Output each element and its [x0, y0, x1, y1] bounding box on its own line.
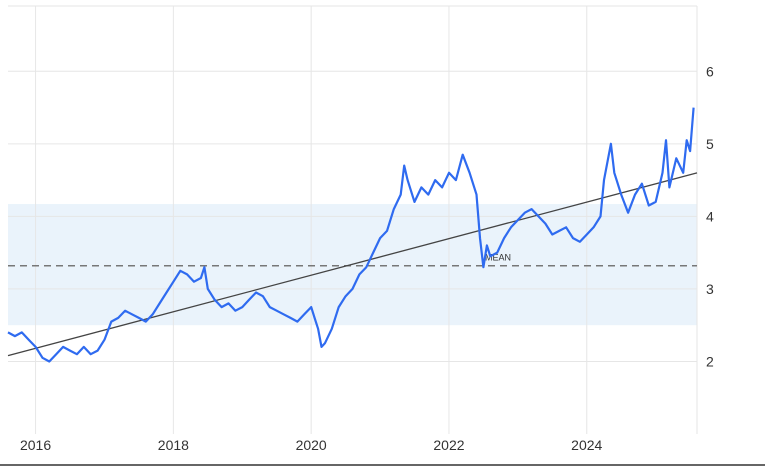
- y-tick-label: 3: [706, 281, 714, 297]
- trend-line: [7, 172, 698, 357]
- y-tick-label: 4: [706, 208, 714, 224]
- y-tick-labels: 2 3 4 5 6: [706, 63, 714, 369]
- x-tick-label: 2018: [158, 437, 189, 453]
- y-tick-label: 6: [706, 63, 714, 79]
- series-group: [7, 107, 695, 363]
- series-line: [7, 107, 695, 363]
- y-tick-label: 5: [706, 136, 714, 152]
- x-tick-labels: 2016 2018 2020 2022 2024: [20, 437, 603, 453]
- x-tick-label: 2020: [296, 437, 327, 453]
- x-tick-label: 2024: [571, 437, 602, 453]
- x-tick-label: 2016: [20, 437, 51, 453]
- x-tick-label: 2022: [433, 437, 464, 453]
- mean-label: MEAN: [485, 253, 511, 263]
- y-tick-label: 2: [706, 353, 714, 369]
